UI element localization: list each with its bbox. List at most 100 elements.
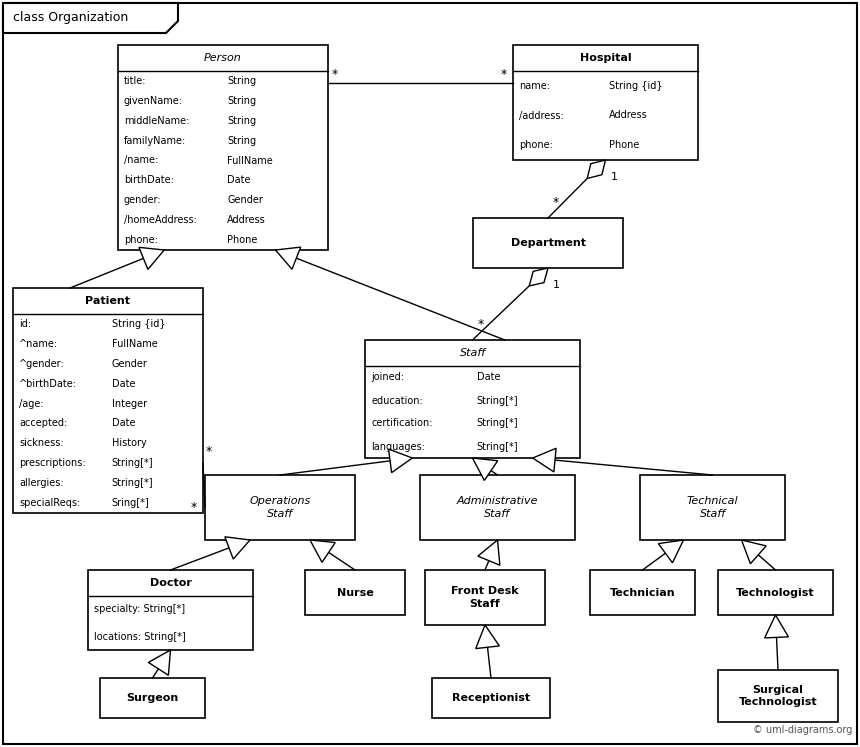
Text: title:: title: [124, 76, 146, 86]
Text: Technologist: Technologist [736, 587, 814, 598]
Text: 1: 1 [553, 280, 560, 290]
Text: Receptionist: Receptionist [452, 693, 530, 703]
Bar [718, 570, 833, 615]
Text: String: String [227, 96, 256, 106]
Text: Nurse: Nurse [336, 587, 373, 598]
Text: /age:: /age: [19, 399, 44, 409]
Text: /address:: /address: [519, 111, 564, 120]
Polygon shape [275, 247, 301, 269]
Bar [590, 570, 695, 615]
Polygon shape [139, 247, 164, 270]
Text: phone:: phone: [124, 235, 158, 245]
Text: Address: Address [227, 215, 266, 225]
Text: Date: Date [112, 418, 135, 429]
Text: *: * [206, 445, 212, 459]
Text: Gender: Gender [227, 195, 263, 205]
Text: Hospital: Hospital [580, 53, 631, 63]
Text: String {id}: String {id} [112, 319, 165, 329]
Polygon shape [310, 540, 335, 562]
Bar [205, 475, 355, 540]
Bar [305, 570, 405, 615]
Polygon shape [224, 537, 250, 559]
Text: phone:: phone: [519, 140, 553, 150]
Polygon shape [478, 540, 500, 565]
Text: accepted:: accepted: [19, 418, 67, 429]
Bar [513, 45, 698, 160]
Polygon shape [659, 540, 684, 562]
Text: Gender: Gender [112, 359, 148, 369]
Bar [425, 570, 545, 625]
Text: Surgeon: Surgeon [126, 693, 179, 703]
Text: Surgical
Technologist: Surgical Technologist [739, 685, 817, 707]
Text: String[*]: String[*] [112, 458, 153, 468]
Text: Sring[*]: Sring[*] [112, 498, 150, 508]
Bar [420, 475, 575, 540]
Polygon shape [476, 625, 500, 648]
Text: gender:: gender: [124, 195, 162, 205]
Text: String[*]: String[*] [476, 418, 519, 429]
Text: *: * [501, 68, 507, 81]
Text: String {id}: String {id} [609, 81, 663, 91]
Text: Phone: Phone [609, 140, 640, 150]
Text: givenName:: givenName: [124, 96, 183, 106]
Text: birthDate:: birthDate: [124, 176, 174, 185]
Text: id:: id: [19, 319, 31, 329]
Text: education:: education: [371, 395, 423, 406]
Bar [473, 218, 623, 268]
Text: ^gender:: ^gender: [19, 359, 64, 369]
Polygon shape [3, 3, 178, 33]
Text: Doctor: Doctor [150, 578, 192, 588]
Text: *: * [191, 501, 197, 515]
Polygon shape [149, 650, 170, 675]
Text: Department: Department [511, 238, 586, 248]
Text: middleName:: middleName: [124, 116, 189, 125]
Polygon shape [389, 449, 412, 473]
Bar [13, 288, 203, 513]
Text: String: String [227, 116, 256, 125]
Bar [365, 340, 580, 458]
Text: Phone: Phone [227, 235, 258, 245]
Text: specialty: String[*]: specialty: String[*] [94, 604, 185, 615]
Text: Front Desk
Staff: Front Desk Staff [452, 586, 519, 609]
Text: © uml-diagrams.org: © uml-diagrams.org [752, 725, 852, 735]
Text: allergies:: allergies: [19, 478, 64, 488]
Polygon shape [529, 268, 548, 286]
Text: String[*]: String[*] [112, 478, 153, 488]
Text: *: * [332, 68, 338, 81]
Text: name:: name: [519, 81, 550, 91]
Text: String: String [227, 76, 256, 86]
Text: locations: String[*]: locations: String[*] [94, 631, 186, 642]
Text: Date: Date [476, 373, 501, 382]
Text: Integer: Integer [112, 399, 147, 409]
Text: joined:: joined: [371, 373, 404, 382]
Text: /homeAddress:: /homeAddress: [124, 215, 197, 225]
Text: 1: 1 [611, 172, 617, 182]
Text: String[*]: String[*] [476, 441, 519, 451]
Text: Technical
Staff: Technical Staff [686, 496, 739, 518]
Text: ^birthDate:: ^birthDate: [19, 379, 77, 388]
Text: Person: Person [204, 53, 242, 63]
Text: String: String [227, 136, 256, 146]
Polygon shape [741, 540, 766, 564]
Polygon shape [472, 458, 498, 480]
Text: Staff: Staff [459, 348, 486, 358]
Polygon shape [765, 615, 789, 638]
Bar [640, 475, 785, 540]
Bar [100, 678, 205, 718]
Text: ^name:: ^name: [19, 339, 58, 349]
Text: Patient: Patient [85, 296, 131, 306]
Polygon shape [587, 160, 605, 179]
Text: prescriptions:: prescriptions: [19, 458, 86, 468]
Text: /name:: /name: [124, 155, 158, 166]
Bar [88, 570, 253, 650]
Text: Address: Address [609, 111, 648, 120]
Text: class Organization: class Organization [13, 11, 128, 25]
Text: *: * [553, 196, 559, 209]
Text: FullName: FullName [227, 155, 273, 166]
Text: FullName: FullName [112, 339, 157, 349]
Text: Date: Date [112, 379, 135, 388]
Bar [718, 670, 838, 722]
Polygon shape [532, 448, 556, 472]
Text: *: * [477, 318, 483, 331]
Bar [118, 45, 328, 250]
